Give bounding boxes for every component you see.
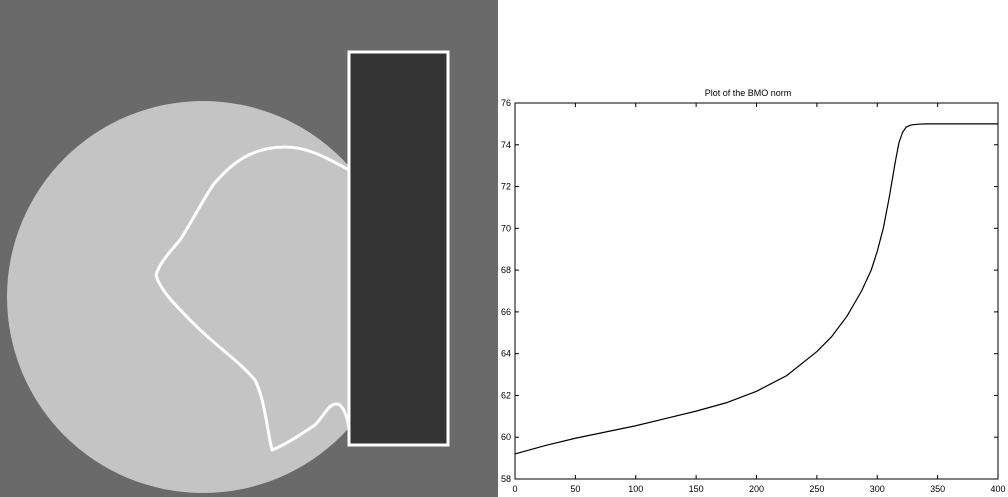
segmentation-contour — [154, 145, 351, 452]
light-disk — [7, 101, 399, 493]
dark-rectangle — [349, 52, 448, 445]
x-axis: 0 50 100 150 200 250 300 350 400 — [512, 103, 1006, 494]
x-tick-label: 200 — [749, 484, 764, 494]
y-tick-label: 58 — [501, 474, 511, 484]
y-tick-label: 70 — [501, 223, 511, 233]
y-tick-label: 74 — [501, 140, 511, 150]
bmo-chart: Plot of the BMO norm 0 50 100 150 200 250 300 3… — [501, 88, 1006, 494]
y-tick-label: 64 — [501, 349, 511, 359]
segmentation-image — [0, 0, 498, 497]
x-tick-label: 250 — [809, 484, 824, 494]
x-tick-label: 300 — [870, 484, 885, 494]
series-line — [514, 123, 998, 455]
y-tick-label: 62 — [501, 390, 511, 400]
y-tick-label: 72 — [501, 182, 511, 192]
y-tick-label: 68 — [501, 265, 511, 275]
x-tick-label: 150 — [689, 484, 704, 494]
x-tick-label: 400 — [990, 484, 1005, 494]
y-tick-label: 60 — [501, 432, 511, 442]
rectangle-outline — [347, 50, 450, 447]
x-tick-label: 100 — [628, 484, 643, 494]
y-tick-label: 76 — [501, 98, 511, 108]
y-axis: 58 60 62 64 66 68 70 72 74 76 — [501, 98, 998, 484]
plot-frame — [514, 102, 999, 480]
x-tick-label: 50 — [570, 484, 580, 494]
x-tick-label: 350 — [930, 484, 945, 494]
x-tick-label: 0 — [512, 484, 517, 494]
chart-title: Plot of the BMO norm — [705, 88, 792, 98]
y-tick-label: 66 — [501, 307, 511, 317]
